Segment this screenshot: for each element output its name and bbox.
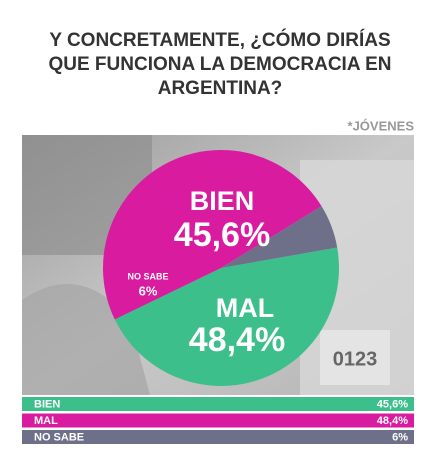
legend-label: NO SABE xyxy=(34,431,84,443)
title-line: QUE FUNCIONA LA DEMOCRACIA EN xyxy=(48,54,391,75)
pie-slice xyxy=(114,247,339,387)
title: Y CONCRETAMENTE, ¿CÓMO DIRÍAS QUE FUNCIO… xyxy=(48,29,391,99)
legend-label: MAL xyxy=(34,415,58,427)
slice-value: 45,6% xyxy=(174,216,270,254)
legend-bar xyxy=(22,413,414,428)
svg-text:0123: 0123 xyxy=(333,348,378,370)
legend-bar xyxy=(22,397,414,411)
title-line: ARGENTINA? xyxy=(158,78,283,99)
legend-value: 6% xyxy=(392,431,408,443)
legend-value: 45,6% xyxy=(377,398,408,410)
slice-name: BIEN xyxy=(190,186,255,216)
pie-slice xyxy=(102,149,322,320)
title-line: Y CONCRETAMENTE, ¿CÓMO DIRÍAS xyxy=(49,29,390,51)
pie-slice xyxy=(221,206,338,268)
slice-name: NO SABE xyxy=(127,271,168,281)
slice-value: 6% xyxy=(139,283,158,298)
subtitle: *JÓVENES xyxy=(348,118,415,133)
legend-bar xyxy=(22,430,414,444)
slice-value: 48,4% xyxy=(189,321,285,359)
legend-label: BIEN xyxy=(34,398,60,410)
legend-value: 48,4% xyxy=(377,415,408,427)
slice-name: MAL xyxy=(216,293,274,323)
